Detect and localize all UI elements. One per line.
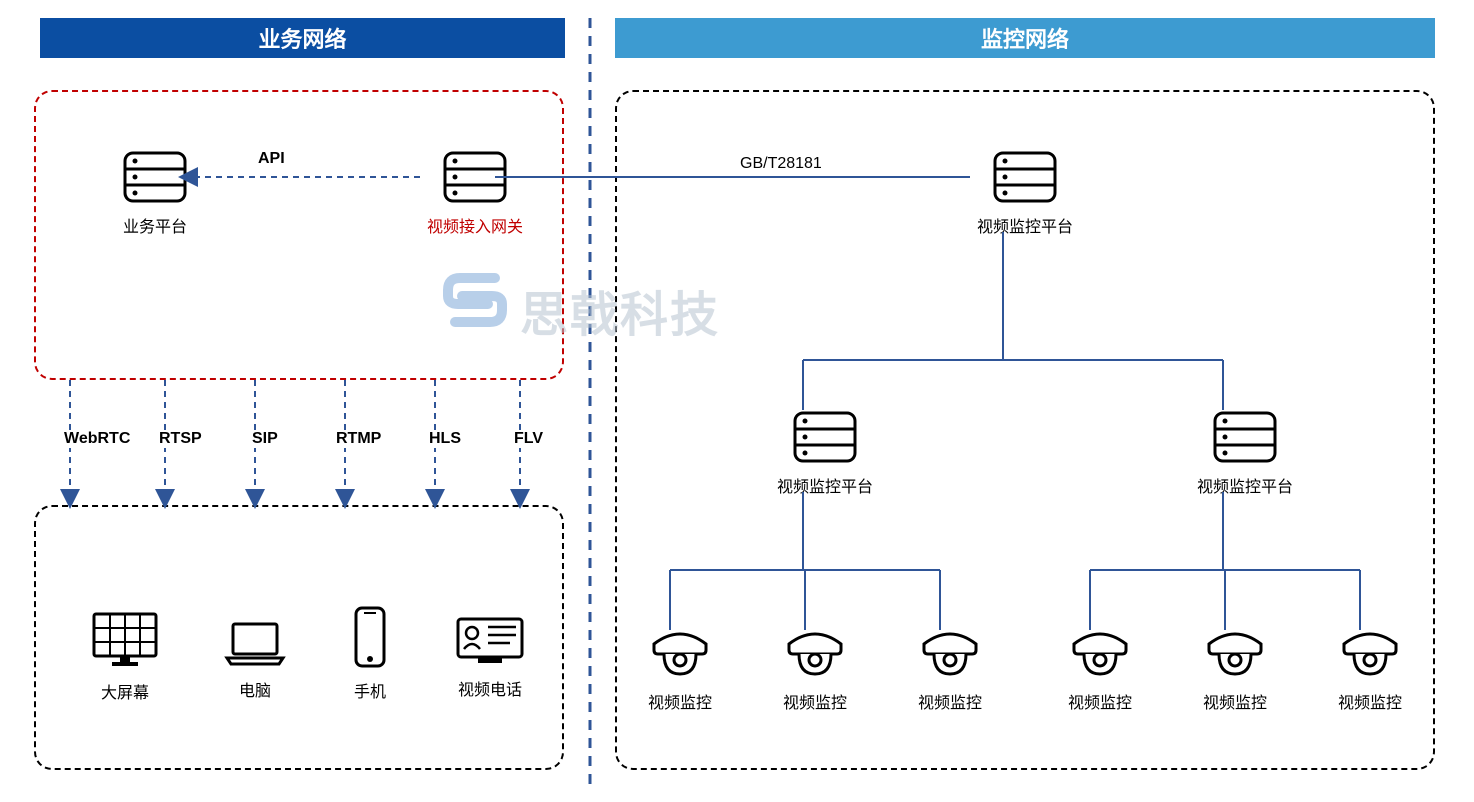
header-right-label: 监控网络 (981, 22, 1069, 54)
node-camera-4: 视频监控 (1060, 630, 1140, 713)
phone-icon (350, 605, 390, 669)
watermark-text: 思戟科技 (520, 275, 720, 345)
node-label: 视频监控 (640, 689, 720, 713)
server-icon (442, 150, 508, 204)
node-label: 视频监控 (910, 689, 990, 713)
gbt-label: GB/T28181 (740, 155, 822, 173)
camera-icon (1070, 630, 1130, 680)
camera-icon (650, 630, 710, 680)
node-label: 大屏幕 (85, 679, 165, 703)
node-label: 视频监控 (1330, 689, 1410, 713)
node-gateway: 视频接入网关 (420, 150, 530, 237)
node-label: 视频监控 (1060, 689, 1140, 713)
server-icon (122, 150, 188, 204)
node-label: 电脑 (220, 677, 290, 701)
protocol-rtmp: RTMP (332, 430, 385, 448)
node-camera-3: 视频监控 (910, 630, 990, 713)
protocol-flv: FLV (510, 430, 547, 448)
node-big-screen: 大屏幕 (85, 610, 165, 703)
node-label: 手机 (340, 678, 400, 702)
camera-icon (1340, 630, 1400, 680)
server-icon (992, 150, 1058, 204)
node-camera-2: 视频监控 (775, 630, 855, 713)
camera-icon (920, 630, 980, 680)
screen-icon (90, 610, 160, 670)
node-vm-mid-right: 视频监控平台 (1190, 410, 1300, 497)
camera-icon (1205, 630, 1265, 680)
node-label: 业务平台 (110, 213, 200, 237)
protocol-hls: HLS (425, 430, 465, 448)
protocol-webrtc: WebRTC (60, 430, 134, 448)
server-icon (792, 410, 858, 464)
node-label: 视频监控平台 (970, 213, 1080, 237)
node-label: 视频监控平台 (770, 473, 880, 497)
protocol-sip: SIP (248, 430, 282, 448)
camera-icon (785, 630, 845, 680)
node-phone: 手机 (340, 605, 400, 702)
laptop-icon (223, 620, 287, 668)
header-monitor-network: 监控网络 (615, 18, 1435, 58)
node-pc: 电脑 (220, 620, 290, 701)
node-label: 视频电话 (445, 676, 535, 700)
node-vm-mid-left: 视频监控平台 (770, 410, 880, 497)
node-label: 视频接入网关 (420, 213, 530, 237)
header-left-label: 业务网络 (258, 22, 346, 54)
node-label: 视频监控 (775, 689, 855, 713)
node-vm-top: 视频监控平台 (970, 150, 1080, 237)
api-label: API (258, 150, 285, 168)
server-icon (1212, 410, 1278, 464)
node-biz-platform: 业务平台 (110, 150, 200, 237)
node-label: 视频监控平台 (1190, 473, 1300, 497)
node-camera-1: 视频监控 (640, 630, 720, 713)
watermark-logo-icon (440, 270, 510, 335)
protocol-rtsp: RTSP (155, 430, 206, 448)
node-label: 视频监控 (1195, 689, 1275, 713)
node-camera-6: 视频监控 (1330, 630, 1410, 713)
node-video-phone: 视频电话 (445, 615, 535, 700)
node-camera-5: 视频监控 (1195, 630, 1275, 713)
videophone-icon (454, 615, 526, 667)
header-business-network: 业务网络 (40, 18, 565, 58)
